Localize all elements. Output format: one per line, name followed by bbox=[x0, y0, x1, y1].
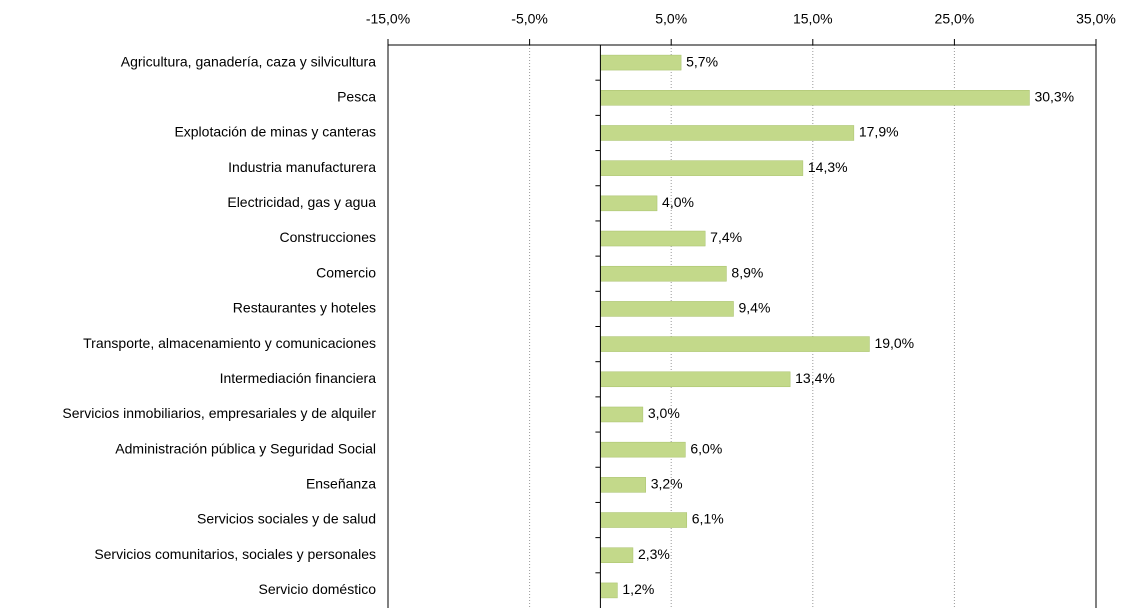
data-label: 5,7% bbox=[686, 53, 718, 69]
x-tick-label: -15,0% bbox=[366, 11, 410, 27]
y-tick-label: Agricultura, ganadería, caza y silvicult… bbox=[121, 53, 376, 69]
y-tick-label: Electricidad, gas y agua bbox=[227, 194, 376, 210]
data-label: 6,1% bbox=[692, 511, 724, 527]
bar bbox=[600, 230, 706, 247]
data-label: 30,3% bbox=[1034, 88, 1074, 104]
x-tick-label: -5,0% bbox=[511, 11, 548, 27]
y-tick-label: Servicios comunitarios, sociales y perso… bbox=[94, 546, 376, 562]
bar bbox=[600, 371, 791, 388]
bar bbox=[600, 90, 1030, 106]
y-tick-label: Transporte, almacenamiento y comunicacio… bbox=[83, 335, 376, 351]
x-tick-label: 5,0% bbox=[655, 11, 687, 27]
data-label: 7,4% bbox=[710, 229, 742, 245]
y-tick-label: Comercio bbox=[316, 264, 376, 280]
y-tick-label: Servicios inmobiliarios, empresariales y… bbox=[62, 405, 376, 421]
x-tick-label: 25,0% bbox=[935, 11, 975, 27]
y-tick-label: Industria manufacturera bbox=[228, 159, 376, 175]
data-label: 6,0% bbox=[690, 440, 722, 456]
data-label: 3,0% bbox=[648, 405, 680, 421]
bar bbox=[600, 441, 686, 458]
bar bbox=[600, 512, 688, 528]
data-label: 3,2% bbox=[651, 476, 683, 492]
y-tick-label: Pesca bbox=[337, 88, 376, 104]
data-label: 19,0% bbox=[874, 335, 914, 351]
bar bbox=[600, 477, 646, 493]
x-tick-label: 35,0% bbox=[1076, 11, 1116, 27]
y-tick-label: Servicio doméstico bbox=[259, 581, 377, 597]
y-tick-label: Intermediación financiera bbox=[220, 370, 377, 386]
bar bbox=[600, 336, 870, 352]
bar bbox=[600, 160, 804, 176]
data-label: 2,3% bbox=[638, 546, 670, 562]
bar bbox=[600, 54, 682, 71]
data-label: 1,2% bbox=[622, 581, 654, 597]
y-tick-label: Enseñanza bbox=[306, 476, 376, 492]
bar bbox=[600, 195, 658, 212]
x-tick-label: 15,0% bbox=[793, 11, 833, 27]
bar bbox=[600, 406, 644, 423]
y-tick-label: Servicios sociales y de salud bbox=[197, 511, 376, 527]
data-label: 4,0% bbox=[662, 194, 694, 210]
bar bbox=[600, 301, 734, 317]
bar bbox=[600, 582, 618, 599]
y-tick-label: Administración pública y Seguridad Socia… bbox=[115, 440, 376, 456]
bar bbox=[600, 125, 855, 141]
y-tick-label: Construcciones bbox=[280, 229, 377, 245]
data-label: 17,9% bbox=[859, 124, 899, 140]
data-label: 9,4% bbox=[739, 300, 771, 316]
y-tick-label: Explotación de minas y canteras bbox=[174, 124, 376, 140]
data-label: 8,9% bbox=[731, 264, 763, 280]
data-label: 13,4% bbox=[795, 370, 835, 386]
bar bbox=[600, 547, 634, 563]
bar bbox=[600, 265, 727, 282]
y-tick-label: Restaurantes y hoteles bbox=[233, 300, 376, 316]
data-label: 14,3% bbox=[808, 159, 848, 175]
